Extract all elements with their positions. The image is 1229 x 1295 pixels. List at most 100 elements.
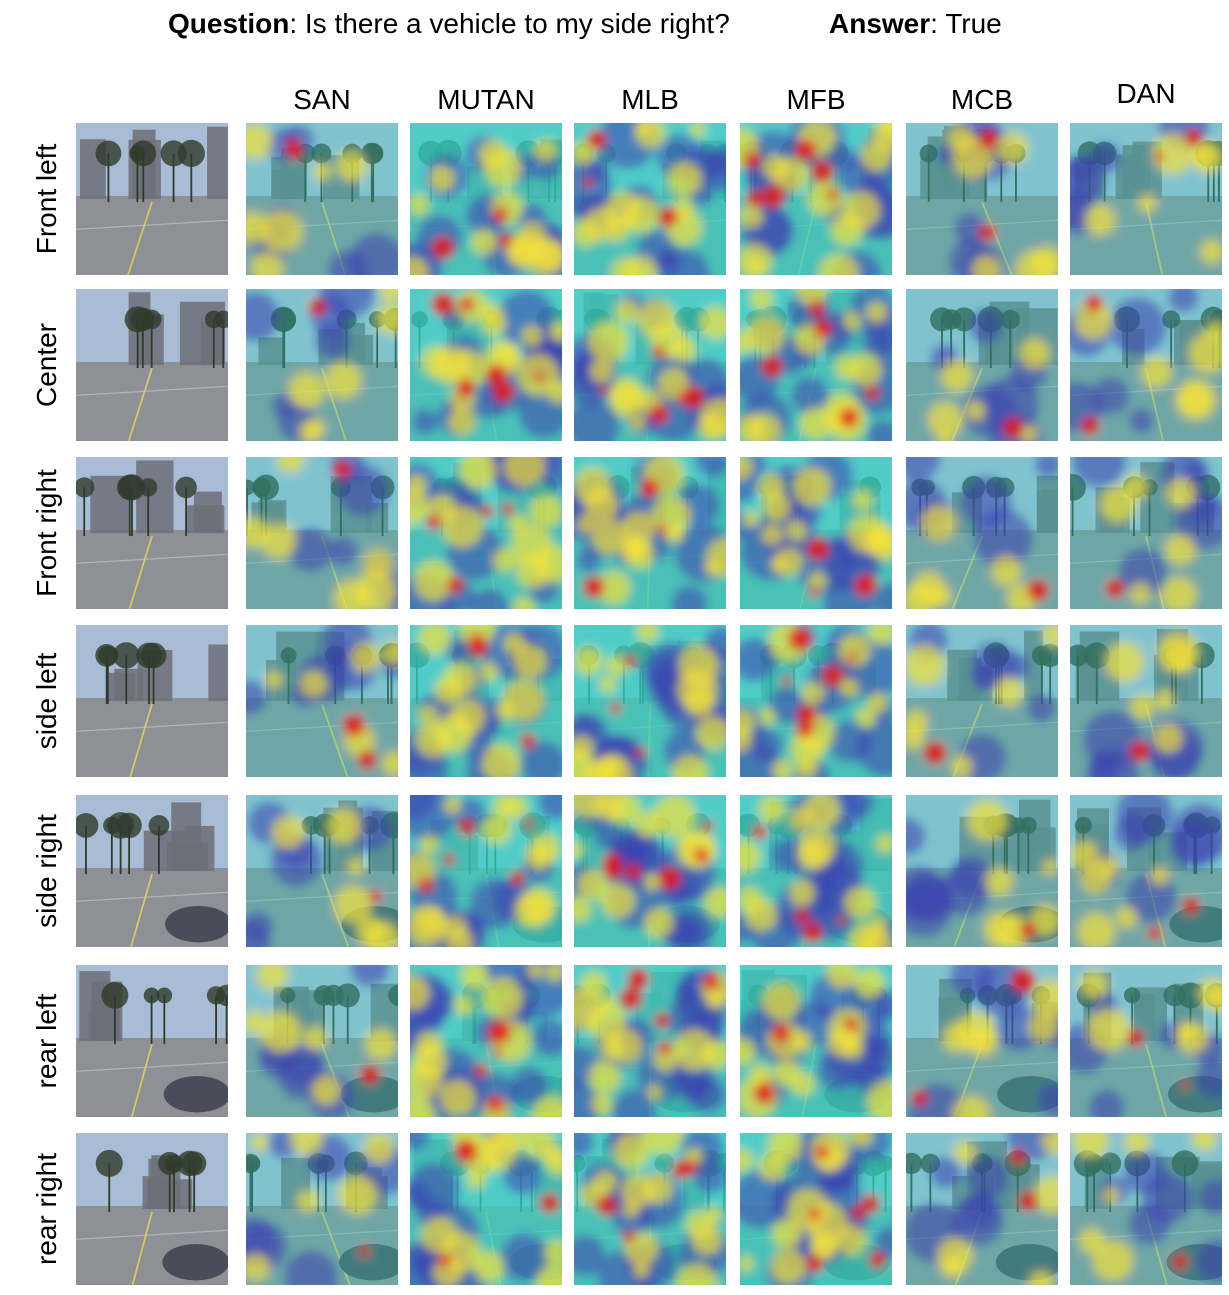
side-right-mutan-attention-map — [410, 795, 562, 947]
side-right-mfb-attention-map — [740, 795, 892, 947]
heatmap-overlay — [1070, 123, 1222, 275]
front-left-mfb-attention-map — [740, 123, 892, 275]
rear-left-mcb-attention-map — [906, 965, 1058, 1117]
heatmap-overlay — [740, 965, 892, 1117]
heatmap-overlay — [410, 123, 562, 275]
heatmap-overlay — [906, 289, 1058, 441]
rear-left-mfb-attention-map — [740, 965, 892, 1117]
front-left-dan-attention-map — [1070, 123, 1222, 275]
street-photo — [76, 965, 228, 1117]
heatmap-overlay — [246, 123, 398, 275]
heatmap-overlay — [574, 457, 726, 609]
center-mutan-attention-map — [410, 289, 562, 441]
heatmap-overlay — [1070, 289, 1222, 441]
row-label-rear-left: rear left — [31, 993, 62, 1089]
heatmap-overlay — [906, 123, 1058, 275]
column-label-san: SAN — [293, 84, 351, 115]
heatmap-overlay — [574, 123, 726, 275]
heatmap-overlay — [246, 457, 398, 609]
heatmap-overlay — [906, 457, 1058, 609]
figure-header: Question: Is there a vehicle to my side … — [0, 8, 1229, 48]
front-left-mutan-attention-map — [410, 123, 562, 275]
question-line: Question: Is there a vehicle to my side … — [168, 8, 730, 40]
heatmap-overlay — [1070, 1133, 1222, 1285]
heatmap-overlay — [246, 1133, 398, 1285]
column-label-dan: DAN — [1116, 78, 1176, 109]
center-mlb-attention-map — [574, 289, 726, 441]
heatmap-overlay — [740, 625, 892, 777]
street-photo — [76, 625, 228, 777]
heatmap-overlay — [574, 795, 726, 947]
front-left-mlb-attention-map — [574, 123, 726, 275]
side-left-mcb-attention-map — [906, 625, 1058, 777]
question-text: : Is there a vehicle to my side right? — [289, 8, 730, 39]
rear-left-mutan-attention-map — [410, 965, 562, 1117]
center-mcb-attention-map — [906, 289, 1058, 441]
heatmap-overlay — [410, 965, 562, 1117]
heatmap-overlay — [246, 625, 398, 777]
side-left-camera-image — [76, 625, 228, 777]
rear-left-dan-attention-map — [1070, 965, 1222, 1117]
heatmap-overlay — [574, 289, 726, 441]
front-right-mutan-attention-map — [410, 457, 562, 609]
front-right-mfb-attention-map — [740, 457, 892, 609]
rear-right-mlb-attention-map — [574, 1133, 726, 1285]
column-label-mfb: MFB — [786, 84, 846, 115]
rear-right-mcb-attention-map — [906, 1133, 1058, 1285]
row-label-front-left: Front left — [31, 143, 62, 255]
side-left-mlb-attention-map — [574, 625, 726, 777]
row-label-center: Center — [31, 322, 62, 408]
rear-right-dan-attention-map — [1070, 1133, 1222, 1285]
heatmap-overlay — [246, 795, 398, 947]
side-left-mfb-attention-map — [740, 625, 892, 777]
rear-left-mlb-attention-map — [574, 965, 726, 1117]
heatmap-overlay — [574, 965, 726, 1117]
row-label-rear-right: rear right — [31, 1152, 62, 1266]
heatmap-overlay — [1070, 795, 1222, 947]
street-photo — [76, 123, 228, 275]
front-right-mcb-attention-map — [906, 457, 1058, 609]
column-label-mcb: MCB — [950, 84, 1014, 115]
answer-label: Answer — [829, 8, 931, 39]
rear-right-mutan-attention-map — [410, 1133, 562, 1285]
center-camera-image — [76, 289, 228, 441]
rear-right-san-attention-map — [246, 1133, 398, 1285]
heatmap-overlay — [574, 1133, 726, 1285]
rear-right-camera-image — [76, 1133, 228, 1285]
front-left-mcb-attention-map — [906, 123, 1058, 275]
side-left-mutan-attention-map — [410, 625, 562, 777]
center-dan-attention-map — [1070, 289, 1222, 441]
rear-right-mfb-attention-map — [740, 1133, 892, 1285]
heatmap-overlay — [1070, 457, 1222, 609]
row-label-front-right: Front right — [31, 469, 62, 597]
heatmap-overlay — [740, 123, 892, 275]
heatmap-overlay — [246, 965, 398, 1117]
heatmap-overlay — [1070, 965, 1222, 1117]
side-left-dan-attention-map — [1070, 625, 1222, 777]
answer-text: : True — [930, 8, 1002, 39]
front-right-camera-image — [76, 457, 228, 609]
front-right-dan-attention-map — [1070, 457, 1222, 609]
side-right-mlb-attention-map — [574, 795, 726, 947]
column-label-mlb: MLB — [621, 84, 679, 115]
row-label-side-left: side left — [31, 652, 62, 750]
heatmap-overlay — [906, 1133, 1058, 1285]
street-photo — [76, 795, 228, 947]
side-right-mcb-attention-map — [906, 795, 1058, 947]
street-photo — [76, 1133, 228, 1285]
heatmap-overlay — [410, 289, 562, 441]
heatmap-overlay — [574, 625, 726, 777]
heatmap-overlay — [906, 795, 1058, 947]
street-photo — [76, 289, 228, 441]
heatmap-overlay — [1070, 625, 1222, 777]
answer-line: Answer: True — [829, 8, 1002, 40]
heatmap-overlay — [906, 965, 1058, 1117]
heatmap-overlay — [740, 795, 892, 947]
front-left-camera-image — [76, 123, 228, 275]
row-label-side-right: side right — [31, 814, 62, 928]
heatmap-overlay — [410, 457, 562, 609]
side-right-san-attention-map — [246, 795, 398, 947]
center-mfb-attention-map — [740, 289, 892, 441]
front-right-mlb-attention-map — [574, 457, 726, 609]
rear-left-camera-image — [76, 965, 228, 1117]
